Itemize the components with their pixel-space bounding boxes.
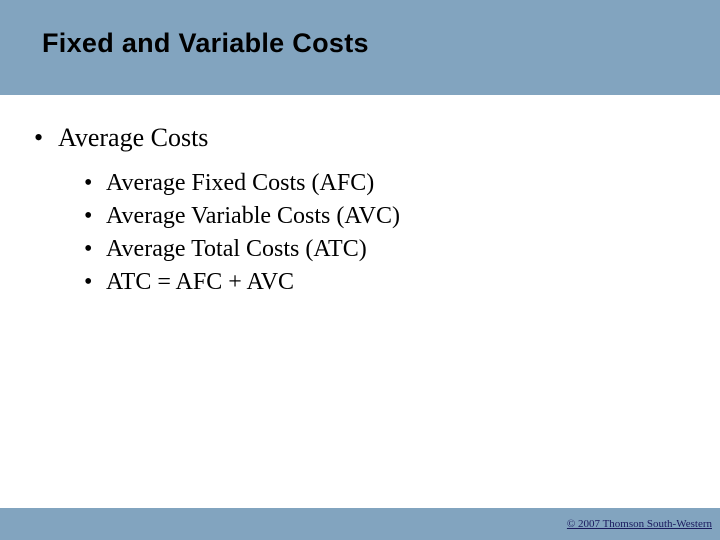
level2-text: ATC = AFC + AVC — [106, 269, 294, 295]
title-area: Fixed and Variable Costs — [0, 0, 720, 95]
level2-text: Average Total Costs (ATC) — [106, 236, 367, 262]
level2-text: Average Variable Costs (AVC) — [106, 203, 400, 229]
list-item: •Average Total Costs (ATC) — [84, 233, 720, 266]
sublist: •Average Fixed Costs (AFC) •Average Vari… — [34, 167, 720, 299]
list-item: •Average Fixed Costs (AFC) — [84, 167, 720, 200]
slide-title: Fixed and Variable Costs — [42, 28, 720, 59]
bullet-icon: • — [34, 123, 58, 153]
level2-text: Average Fixed Costs (AFC) — [106, 170, 374, 196]
list-item: •ATC = AFC + AVC — [84, 266, 720, 299]
bullet-icon: • — [84, 200, 106, 233]
list-item: •Average Variable Costs (AVC) — [84, 200, 720, 233]
bullet-level1: •Average Costs — [34, 123, 720, 153]
level1-text: Average Costs — [58, 123, 208, 152]
content-area: •Average Costs •Average Fixed Costs (AFC… — [0, 95, 720, 508]
bullet-icon: • — [84, 167, 106, 200]
copyright-text: © 2007 Thomson South-Western — [567, 518, 712, 530]
bullet-icon: • — [84, 266, 106, 299]
bullet-icon: • — [84, 233, 106, 266]
